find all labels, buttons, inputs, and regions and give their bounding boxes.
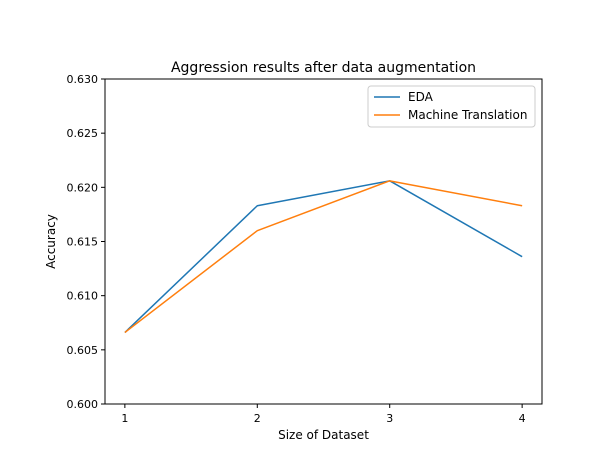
y-tick-label: 0.610 bbox=[67, 290, 99, 303]
y-tick-label: 0.625 bbox=[67, 127, 99, 140]
chart-title: Aggression results after data augmentati… bbox=[171, 60, 476, 76]
y-tick-label: 0.630 bbox=[67, 73, 99, 86]
x-tick-label: 2 bbox=[254, 412, 261, 425]
y-axis-ticks: 0.600 0.605 0.610 0.615 0.620 0.625 0.630 bbox=[67, 73, 105, 411]
x-tick-label: 4 bbox=[519, 412, 526, 425]
series-line-eda bbox=[124, 180, 523, 334]
y-tick-label: 0.600 bbox=[67, 398, 99, 411]
x-axis-label: Size of Dataset bbox=[278, 428, 369, 442]
y-tick-label: 0.615 bbox=[67, 236, 99, 249]
legend-label-machine-translation: Machine Translation bbox=[408, 108, 527, 122]
y-tick-label: 0.620 bbox=[67, 181, 99, 194]
legend-label-eda: EDA bbox=[408, 90, 434, 104]
legend: EDA Machine Translation bbox=[367, 85, 536, 128]
y-tick-label: 0.605 bbox=[67, 344, 99, 357]
x-tick-label: 1 bbox=[121, 412, 128, 425]
plot-frame bbox=[104, 78, 543, 405]
legend-box bbox=[367, 85, 536, 128]
series-line-machine-translation bbox=[124, 180, 523, 334]
x-tick-label: 3 bbox=[386, 412, 393, 425]
y-axis-label: Accuracy bbox=[44, 214, 58, 269]
x-axis-ticks: 1 2 3 4 bbox=[121, 404, 526, 425]
series-lines bbox=[124, 180, 523, 334]
